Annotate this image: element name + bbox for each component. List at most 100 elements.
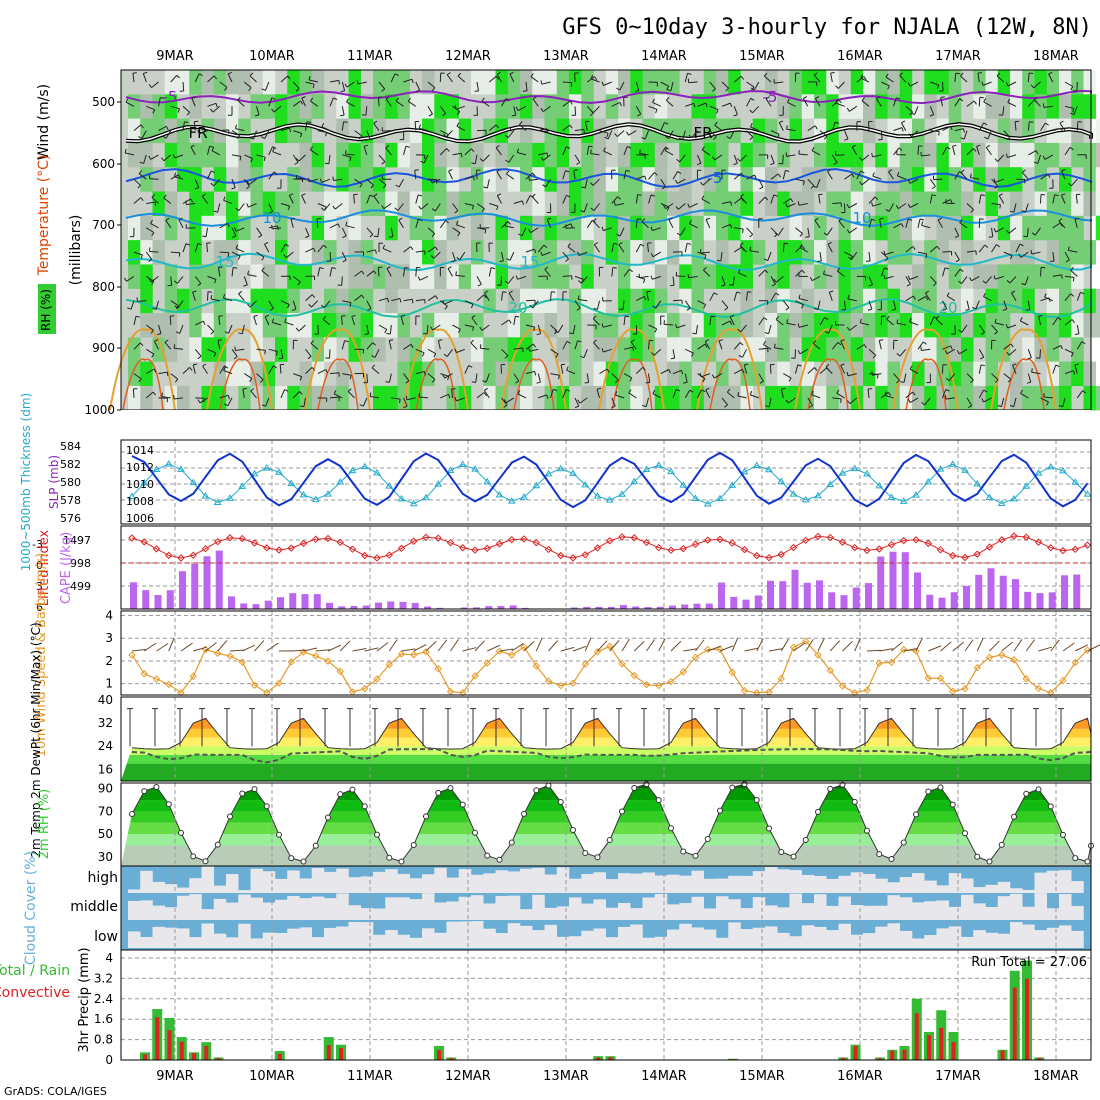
cloud-cover-cell [789, 893, 802, 920]
wind-barb-flag [703, 266, 707, 271]
wind-barb-flag [797, 364, 802, 367]
wind-barb-flag [547, 217, 552, 220]
wind-barb [1064, 319, 1073, 326]
cloud-cover-cell [887, 895, 900, 920]
wind-barb [946, 295, 956, 302]
wind-barb [1003, 373, 1012, 380]
rh-cell [936, 361, 949, 387]
wind-barb [481, 100, 490, 107]
wind-barb-flag [566, 146, 571, 149]
wind-barb-flag [140, 254, 143, 259]
wind-barb-flag [558, 375, 560, 380]
wind-barb-flag [261, 404, 266, 407]
wind-barb [966, 100, 975, 107]
wind-barb [1027, 72, 1030, 83]
wind-barb [665, 203, 674, 210]
wind-barb-flag [950, 126, 953, 131]
wind-barb-flag [844, 138, 849, 141]
wind-barb-flag [504, 221, 507, 227]
rh-cell [385, 94, 398, 119]
thickness-marker [373, 468, 381, 476]
precip-convective-bar [927, 1035, 931, 1060]
wind-barb-flag [983, 292, 986, 297]
cloud-cover-cell [287, 870, 300, 893]
cloud-cover-cell [1059, 894, 1072, 920]
rh-marker [459, 801, 466, 808]
wind-barb [664, 150, 674, 156]
wind-barb-flag [996, 244, 1000, 248]
wind-barb-flag [418, 124, 421, 129]
wind-barb-flag [366, 138, 371, 141]
wind-barb-flag [359, 183, 363, 188]
precip-convective-bar [339, 1047, 343, 1060]
wind-barb [202, 365, 208, 374]
wind-barb-flag [814, 367, 818, 371]
wind-speed-marker [410, 651, 418, 659]
wind-barb [198, 130, 208, 135]
wind-barb-flag [454, 396, 457, 402]
wind-speed-marker [875, 659, 883, 667]
wind-barb [1064, 370, 1074, 375]
wind-barb [840, 340, 845, 350]
wind-barb-flag [785, 399, 789, 404]
wind-barb-flag [606, 368, 610, 373]
wind-barb [452, 251, 456, 261]
cloud-cover-cell [152, 881, 165, 893]
wind-barb-flag [705, 102, 708, 108]
rh-marker [312, 842, 319, 849]
rh-cell [863, 313, 876, 338]
wind-barb [978, 194, 982, 204]
wind-barb [636, 175, 645, 180]
wind-barb-flag [907, 275, 911, 280]
cape-bar [620, 605, 627, 609]
cloud-cover-cell [360, 876, 374, 893]
rh-cell [128, 385, 141, 411]
wind-10m-barb [915, 638, 923, 652]
wind-tick: 4 [105, 609, 113, 623]
cape-tick: 998 [70, 557, 91, 570]
wind-barb [795, 227, 803, 234]
wind-barb [170, 105, 180, 110]
wind-barb-flag [1005, 153, 1008, 158]
date-label-bottom: 18MAR [1033, 1069, 1079, 1084]
cloud-cover-cell [642, 897, 655, 920]
rh-cell [679, 167, 692, 192]
cloud-cover-cell [654, 893, 668, 920]
wind-barb [881, 81, 890, 87]
wind-barb [471, 317, 478, 326]
wind-barb-flag [448, 394, 451, 399]
wind-barb [684, 389, 691, 399]
wind-barb [831, 341, 839, 350]
cloud-cover-cell [140, 937, 153, 948]
wind-barb [623, 268, 630, 277]
wind-barb-flag [885, 208, 890, 212]
wind-barb [456, 105, 465, 110]
wind-barb-flag [899, 72, 903, 76]
wind-barb [268, 97, 273, 107]
wind-10m-barb [707, 645, 722, 652]
wind-barb-flag [347, 388, 352, 392]
wind-barb [924, 397, 931, 406]
wind-speed-marker [238, 658, 246, 666]
rh-cell [164, 70, 178, 95]
wind-speed-marker [263, 689, 271, 697]
wind-barb-flag [584, 382, 589, 384]
wind-barb [174, 347, 184, 350]
wind-barb [872, 154, 882, 158]
wind-barb [415, 194, 419, 204]
thickness-marker [336, 478, 345, 485]
wind-barb-flag [884, 391, 887, 396]
wind-barb [1040, 194, 1042, 204]
wind-barb-flag [798, 294, 801, 299]
wind-barb [525, 248, 535, 253]
thickness-marker [973, 479, 982, 487]
cape-bar [1012, 579, 1019, 609]
rh-marker [631, 785, 638, 792]
wind-barb [921, 348, 931, 351]
cloud-cover-cell [593, 928, 606, 948]
wind-barb-flag [555, 353, 559, 358]
wind-barb-flag [686, 242, 692, 245]
wind-barb [371, 367, 380, 374]
wind-barb [713, 373, 723, 379]
wind-tick: 1 [105, 677, 113, 691]
